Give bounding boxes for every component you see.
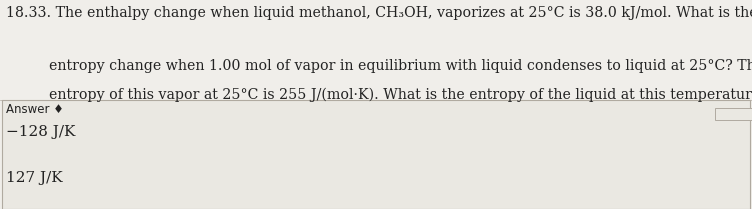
Text: −128 J/K: −128 J/K [6,125,75,139]
Text: Answer ♦: Answer ♦ [6,103,64,116]
Text: 18.33. The enthalpy change when liquid methanol, CH₃OH, vaporizes at 25°C is 38.: 18.33. The enthalpy change when liquid m… [6,6,752,20]
Text: entropy change when 1.00 mol of vapor in equilibrium with liquid condenses to li: entropy change when 1.00 mol of vapor in… [49,59,752,73]
FancyBboxPatch shape [2,100,750,209]
FancyBboxPatch shape [714,108,752,120]
Text: 127 J/K: 127 J/K [6,171,62,185]
Text: entropy of this vapor at 25°C is 255 J/(mol·K). What is the entropy of the liqui: entropy of this vapor at 25°C is 255 J/(… [49,88,752,102]
